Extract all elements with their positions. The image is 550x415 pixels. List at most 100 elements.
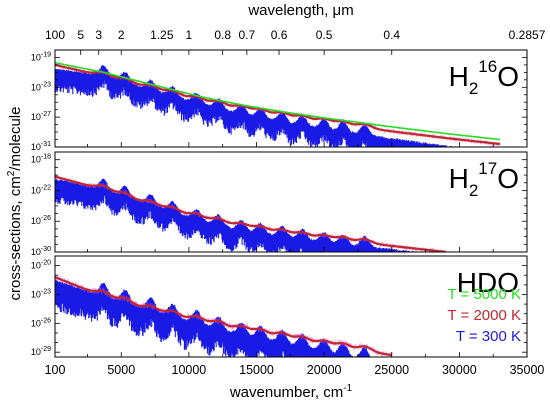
legend-entry: T = 5000 K [447,286,521,303]
top-tick-label: 0.7 [239,28,256,42]
series-2000K-line [55,175,447,252]
top-tick-label: 0.4 [383,28,400,42]
x-tick-label: 15000 [239,363,274,377]
y-axis-HDO: 10-20 10-23 10-26 10-29 [31,255,527,357]
y-tick-label: 10-26 [31,215,51,226]
y-axis-H217O: 10-18 10-22 10-26 10-30 [31,151,527,257]
series-5000K [55,61,501,141]
y-tick-label: 10-29 [31,346,51,357]
series-2000K [55,175,447,252]
series-300K [55,178,418,252]
top-tick-label: 1.25 [150,28,174,42]
panel-HDO: 10-20 10-23 10-26 10-29 HDO [31,255,528,358]
molecule-label-part: 16 [478,57,497,76]
x-ticks-HDO [87,352,528,357]
y-tick-exponent: -27 [41,111,51,118]
series-2000K [55,62,501,147]
y-tick-label: 10-30 [31,246,51,257]
top-tick-label: 1 [186,28,193,42]
top-axis-title-unit: μm [333,2,354,19]
y-tick-exponent: -26 [41,317,51,324]
y-tick-exponent: -18 [41,154,51,161]
panel-H217O: 10-18 10-22 10-26 10-30 H217O [31,151,528,257]
y-tick-label: 10-18 [31,154,51,165]
top-axis-title-text: wavelength, [247,2,332,19]
top-tick-label: 2 [118,28,125,42]
y-tick-exponent: -23 [41,288,51,295]
x-tick-label: 25000 [374,363,409,377]
y-tick-label: 10-23 [31,288,51,299]
axes-layer: 100 5000 10000 15000 20000 25000 30000 35000 wav… [6,2,546,401]
x-axis-title-text: wavenumber, cm [229,384,343,401]
y-tick-label: 10-26 [31,317,51,328]
y-tick-exponent: -20 [41,260,51,267]
plot-area [55,275,393,357]
top-tick-label: 0.6 [271,28,288,42]
top-tick-label: 0.2857 [509,28,546,42]
series-300K [55,280,371,357]
x-tick-label: 10000 [172,363,207,377]
molecule-label-part: 17 [478,159,497,178]
x-tick-label: 30000 [442,363,477,377]
y-axis-title-text: cross-sections, cm [7,176,24,300]
y-tick-label: 10-20 [31,260,51,271]
y-tick-exponent: -19 [41,51,51,58]
x-ticks-H217O [87,247,528,252]
molecule-label: H216O [449,57,519,98]
series-2000K-line [55,276,392,357]
x-ticks-H216O [87,142,528,147]
panel-frame [54,255,528,358]
y-tick-exponent: -31 [41,141,51,148]
top-axis-title: wavelength, μm [247,2,353,19]
series-5000K-line [55,61,501,141]
panel-frame [54,151,528,253]
plot-area [55,175,447,252]
y-tick-exponent: -30 [41,246,51,253]
y-tick-exponent: -23 [41,81,51,88]
series-2000K-line [55,63,501,146]
y-tick-exponent: -29 [41,346,51,353]
y-axis-title: cross-sections, cm2/molecule [6,107,24,301]
y-tick-label: 10-22 [31,184,51,195]
molecule-label-part: 2 [469,181,478,200]
x-tick-label: 5000 [107,363,135,377]
y-axis-title-rest: /molecule [7,107,24,171]
molecule-label: HDO [457,267,519,298]
top-wavelength-axis: 100 5 3 2 1.25 1 0.8 0.7 0.6 0.5 0.4 0.2857 waveleng… [45,2,546,55]
panel-H216O: 10-19 10-23 10-27 10-31 H216O [31,49,528,152]
panel-frame [54,49,528,148]
legend-entry: T = 300 K [456,328,521,345]
x-axis-bottom: 100 5000 10000 15000 20000 25000 30000 35000 wav… [45,363,545,401]
molecule-label-part: H [449,163,469,194]
x-axis-title: wavenumber, cm-1 [229,383,353,401]
molecule-label-part: H [449,61,469,92]
legend: T = 5000 K T = 2000 K T = 300 K [447,286,521,345]
top-tick-label: 5 [77,28,84,42]
molecule-label-part: 2 [469,79,478,98]
series-2000K [55,275,393,357]
panels-layer: 10-1910-2310-2710-31H216O10-1810-2210-26… [31,49,528,358]
series-300K [55,65,457,147]
series-300K-spectrum [55,65,457,147]
top-tick-label: 3 [95,28,102,42]
y-tick-label: 10-27 [31,111,51,122]
y-axis-H216O: 10-19 10-23 10-27 10-31 [31,49,527,152]
molecule-label: H217O [449,159,519,200]
top-tick-label: 0.5 [316,28,333,42]
molecule-label-part: O [497,61,519,92]
top-tick-label: 100 [45,28,65,42]
x-tick-label: 20000 [307,363,342,377]
y-axis-title-exponent: 2 [6,170,17,176]
x-axis-title-exponent: -1 [343,383,352,394]
x-tick-label: 35000 [510,363,545,377]
top-tick-label: 0.8 [214,28,231,42]
series-300K-spectrum [55,178,418,252]
legend-entry: T = 2000 K [447,307,521,324]
y-tick-label: 10-31 [31,141,51,152]
x-tick-label: 100 [45,363,66,377]
y-tick-exponent: -22 [41,184,51,191]
plot-area [55,61,501,147]
y-tick-label: 10-23 [31,81,51,92]
y-tick-exponent: -26 [41,215,51,222]
